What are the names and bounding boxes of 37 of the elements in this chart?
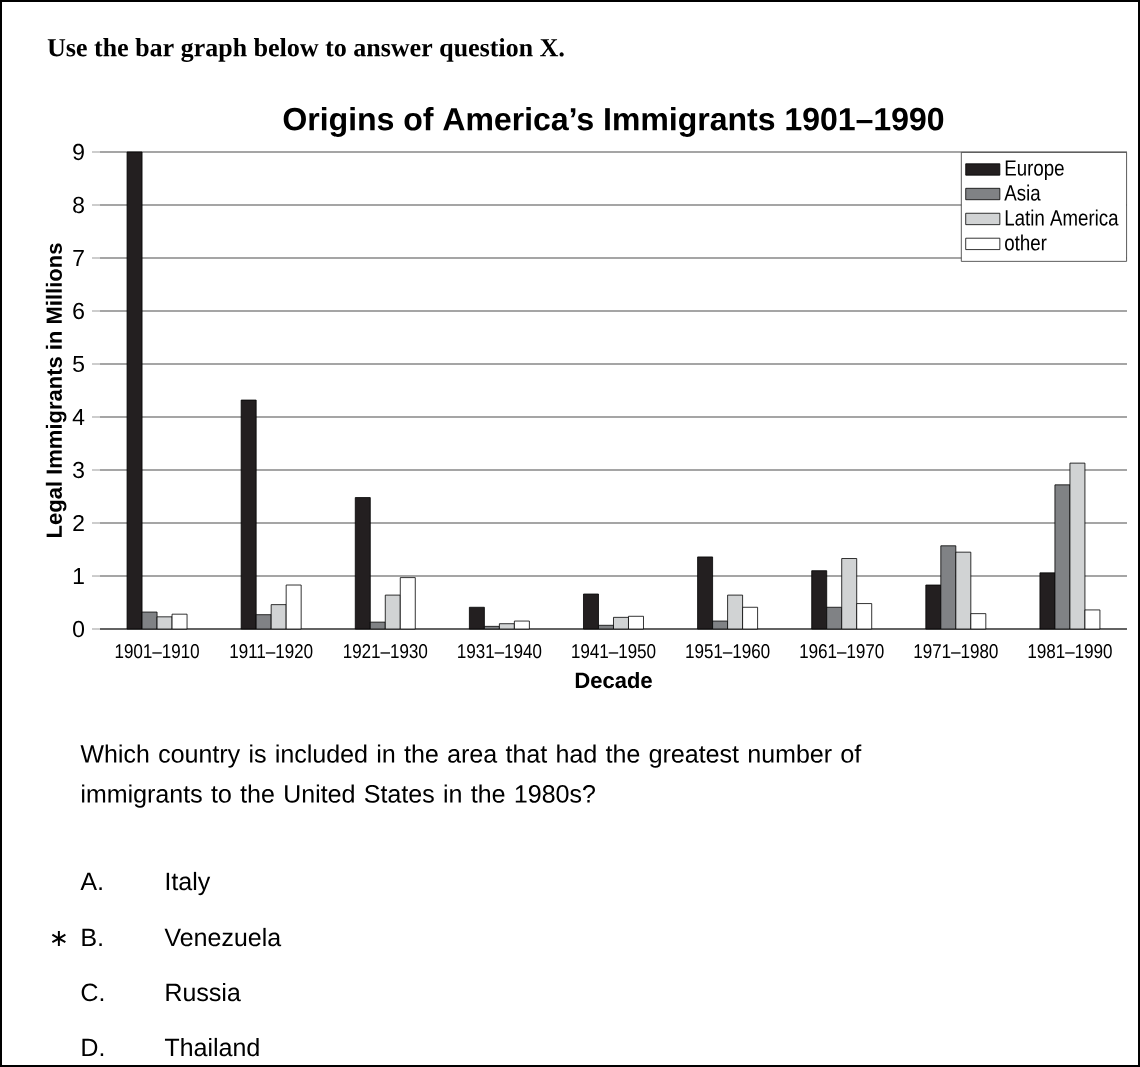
legend-label: Europe <box>1005 160 1064 181</box>
y-tick-label: 6 <box>73 302 84 320</box>
text: D. <box>82 1038 104 1057</box>
text: Italy <box>166 871 211 896</box>
text: ∗ <box>51 930 66 947</box>
y-tick-label: 7 <box>73 250 84 266</box>
text: Use the bar graph below to answer question X. <box>47 38 564 62</box>
x-tick-label: 1911–1920 <box>230 644 313 659</box>
y-tick-label: 5 <box>73 356 84 373</box>
y-tick-label: 4 <box>72 409 85 425</box>
x-tick-label: 1901–1910 <box>115 644 199 659</box>
text: B. <box>82 928 102 947</box>
x-tick-label: 1921–1930 <box>344 644 428 659</box>
legend-label: other <box>1005 234 1047 251</box>
text: Thailand <box>164 1037 259 1057</box>
x-tick-label: 1961–1970 <box>800 644 884 659</box>
y-tick-label: 8 <box>73 196 84 214</box>
text: C. <box>81 983 104 1002</box>
legend-label: Asia <box>1004 184 1041 201</box>
text: Which country is included in the area that had the greatest number of immigrants to the United States in the 1980s? <box>80 744 862 808</box>
x-tick-label: 1981–1990 <box>1028 644 1112 659</box>
legend-label: Latin America <box>1005 209 1119 226</box>
y-tick-label: 1 <box>73 568 84 584</box>
text: Venezuela <box>164 927 282 947</box>
text: Russia <box>166 982 241 1002</box>
x-tick-label: 1971–1980 <box>914 644 998 659</box>
y-tick-label: 0 <box>73 620 85 638</box>
y-axis-title: Legal Immigrants in Millions <box>45 243 67 537</box>
x-tick-label: 1941–1950 <box>572 644 656 659</box>
y-tick-label: 2 <box>73 514 84 532</box>
x-tick-label: 1951–1960 <box>686 644 770 659</box>
chart-title: Origins of America’s Immigrants 1901–1990 <box>283 106 944 137</box>
y-tick-label: 9 <box>73 143 84 161</box>
x-axis-title: Decade <box>575 671 652 689</box>
text: A. <box>80 872 102 891</box>
x-tick-label: 1931–1940 <box>458 644 542 659</box>
y-tick-label: 3 <box>73 461 84 479</box>
